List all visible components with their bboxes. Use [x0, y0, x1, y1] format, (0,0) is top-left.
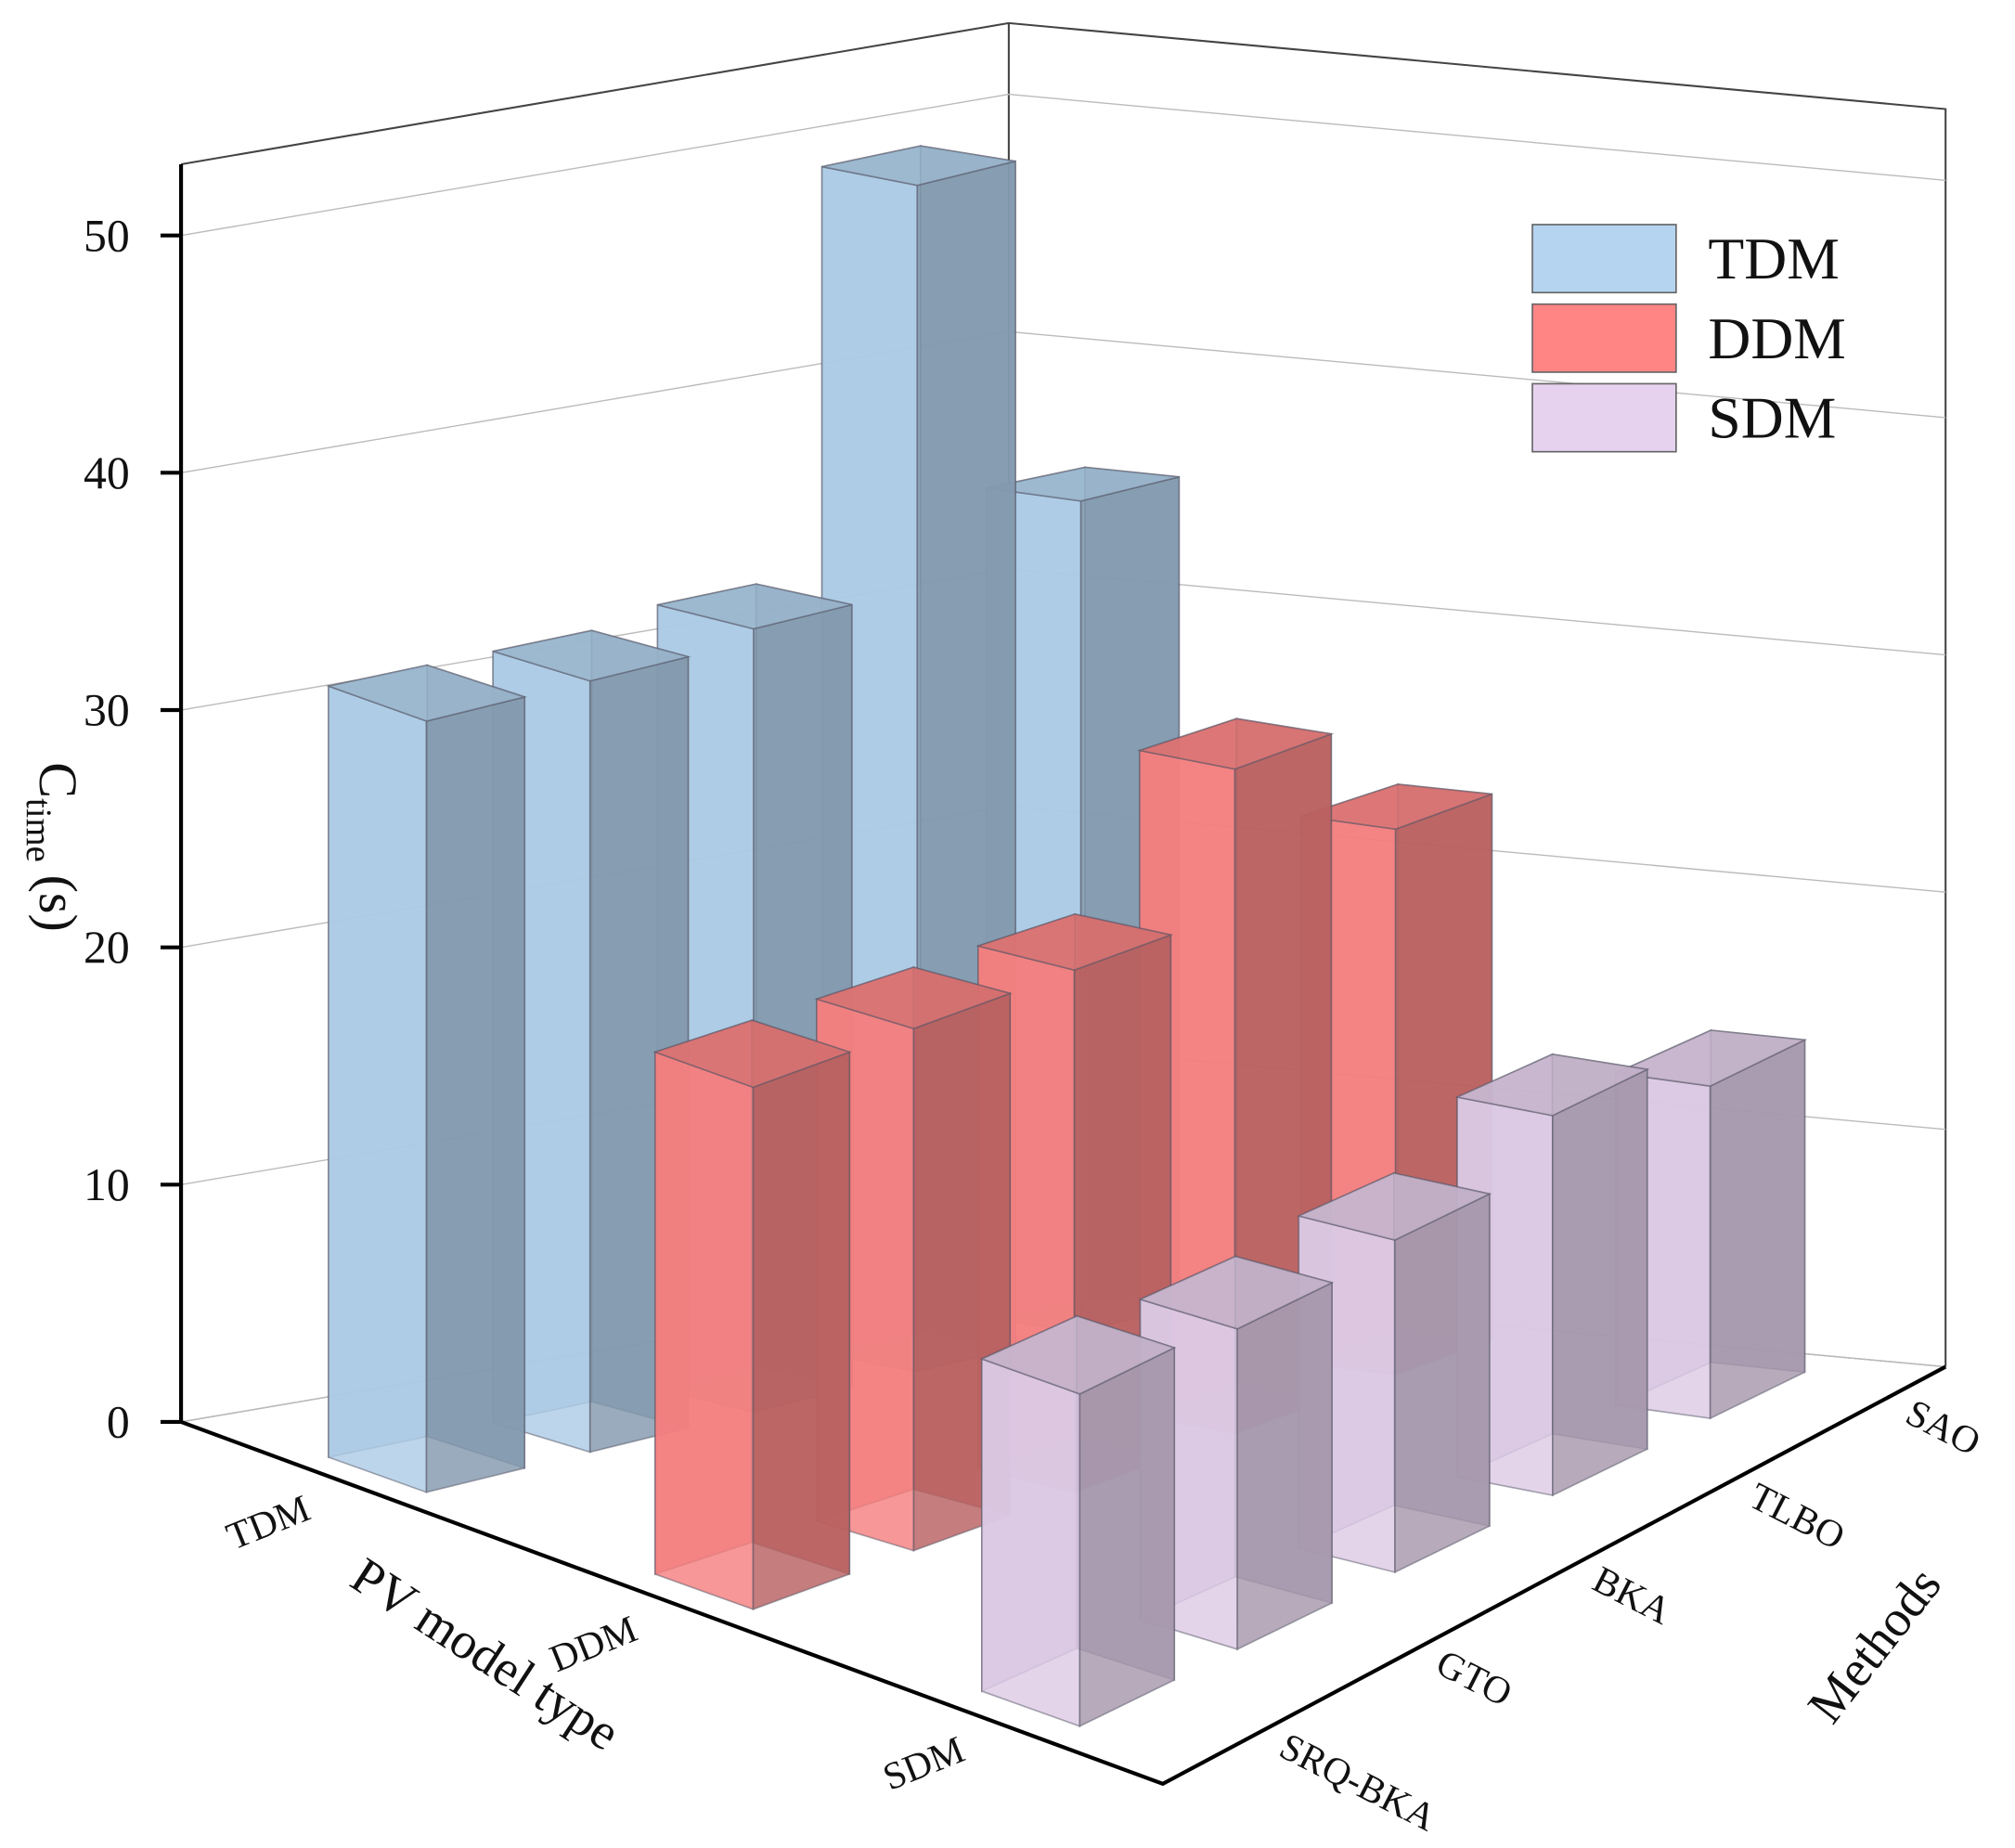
bar: [652, 1019, 852, 1611]
bar-face-front: [653, 1051, 755, 1611]
y-axis-title: Methods: [1797, 1557, 1952, 1733]
bar-face-top: [652, 1019, 852, 1089]
x-tick-label: SDM: [877, 1727, 971, 1798]
z-tick-label: 0: [107, 1397, 130, 1448]
bar-face-top: [814, 966, 1014, 1030]
z-axis-title-part: C: [28, 762, 88, 798]
y-tick-label: BKA: [1586, 1557, 1678, 1633]
bar-face-top: [1454, 1053, 1650, 1117]
bar-face-front: [981, 1357, 1081, 1727]
bar-face-top: [1138, 1255, 1335, 1330]
x-tick-label: TDM: [220, 1486, 316, 1557]
bar-face-top: [1136, 717, 1335, 770]
y-tick-label: SAO: [1899, 1390, 1987, 1464]
z-tick-label: 50: [84, 210, 130, 261]
bar-face-top: [1300, 783, 1492, 831]
z-tick-label: 20: [84, 922, 130, 973]
bar-face-top: [975, 912, 1174, 972]
y-tick-label: TLBO: [1743, 1474, 1852, 1557]
bar-face-side: [1236, 1281, 1333, 1651]
x-axis: [180, 1364, 1947, 1787]
z-tick-label: 40: [84, 447, 130, 498]
bar-face-side: [1079, 1346, 1176, 1728]
z-axis-title-part: (s): [28, 875, 88, 932]
bar-face-top: [979, 1315, 1177, 1395]
bar-face-top: [657, 583, 852, 630]
legend: TDM DDM SDM: [1531, 224, 1846, 453]
legend-label: TDM: [1708, 226, 1839, 291]
grid-line: [180, 330, 1946, 474]
z-axis-title: Ctime (s): [19, 762, 88, 932]
legend-swatch: [1531, 303, 1677, 373]
bar-face-top: [986, 466, 1180, 502]
wall-edge: [180, 21, 1947, 1367]
bar-face-side: [752, 1051, 851, 1611]
z-axis-title-part: time: [19, 798, 58, 862]
legend-swatch: [1531, 224, 1677, 294]
z-tick-label: 10: [84, 1159, 130, 1210]
bar-face-side: [425, 695, 526, 1493]
legend-swatch: [1531, 382, 1677, 453]
bar: [325, 664, 528, 1493]
legend-label: DDM: [1708, 305, 1845, 371]
bar-face-top: [492, 629, 691, 682]
bar-face-top: [1296, 1172, 1492, 1241]
bar-face-top: [821, 145, 1016, 187]
bar-face-side: [1394, 1192, 1491, 1574]
bars: [325, 145, 1808, 1728]
bar-face-top: [1612, 1029, 1808, 1087]
grid-line: [180, 93, 1946, 237]
bar: [979, 1314, 1177, 1728]
z-tick-label: 30: [84, 685, 130, 736]
y-tick-label: GTO: [1429, 1641, 1518, 1714]
y-tick-label: SRQ-BKA: [1273, 1725, 1443, 1840]
bar-face-side: [1552, 1067, 1648, 1497]
legend-label: SDM: [1708, 384, 1836, 450]
bar-face-front: [328, 684, 428, 1493]
bar-face-side: [1709, 1039, 1806, 1420]
bar-face-top: [325, 664, 528, 722]
